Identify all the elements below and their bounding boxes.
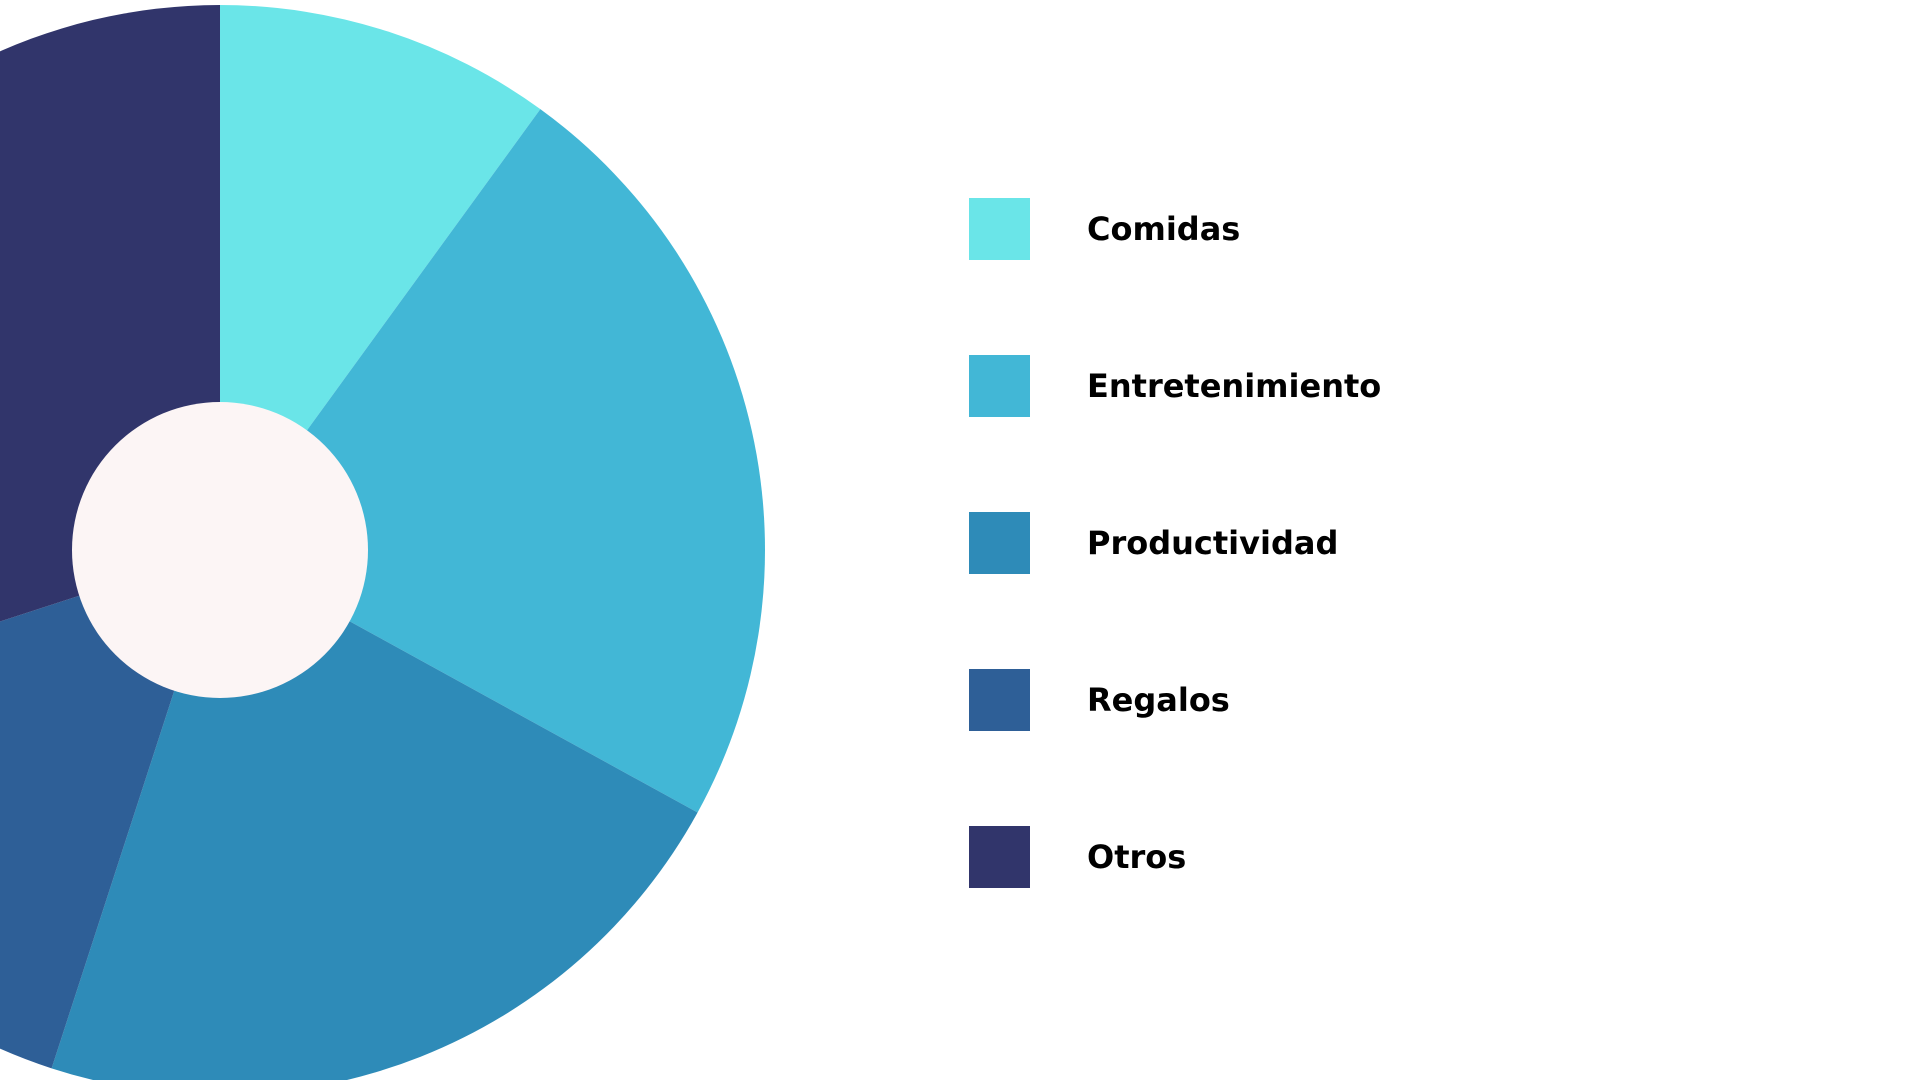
legend-item-comidas: Comidas: [969, 198, 1381, 260]
legend-item-productividad: Productividad: [969, 512, 1381, 574]
legend-swatch: [969, 355, 1030, 417]
legend-label: Productividad: [1087, 524, 1339, 562]
legend-item-regalos: Regalos: [969, 669, 1381, 731]
legend-swatch: [969, 826, 1030, 888]
legend-swatch: [969, 198, 1030, 260]
legend-swatch: [969, 669, 1030, 731]
legend-item-entretenimiento: Entretenimiento: [969, 355, 1381, 417]
slice-entretenimiento: [220, 109, 766, 813]
legend-label: Otros: [1087, 838, 1187, 876]
legend: Comidas Entretenimiento Productividad Re…: [969, 198, 1381, 983]
slice-comidas: [220, 5, 541, 550]
legend-label: Entretenimiento: [1087, 367, 1382, 405]
legend-label: Comidas: [1087, 210, 1241, 248]
donut-hole: [72, 402, 368, 698]
legend-item-otros: Otros: [969, 826, 1381, 888]
legend-swatch: [969, 512, 1030, 574]
legend-label: Regalos: [1087, 681, 1230, 719]
